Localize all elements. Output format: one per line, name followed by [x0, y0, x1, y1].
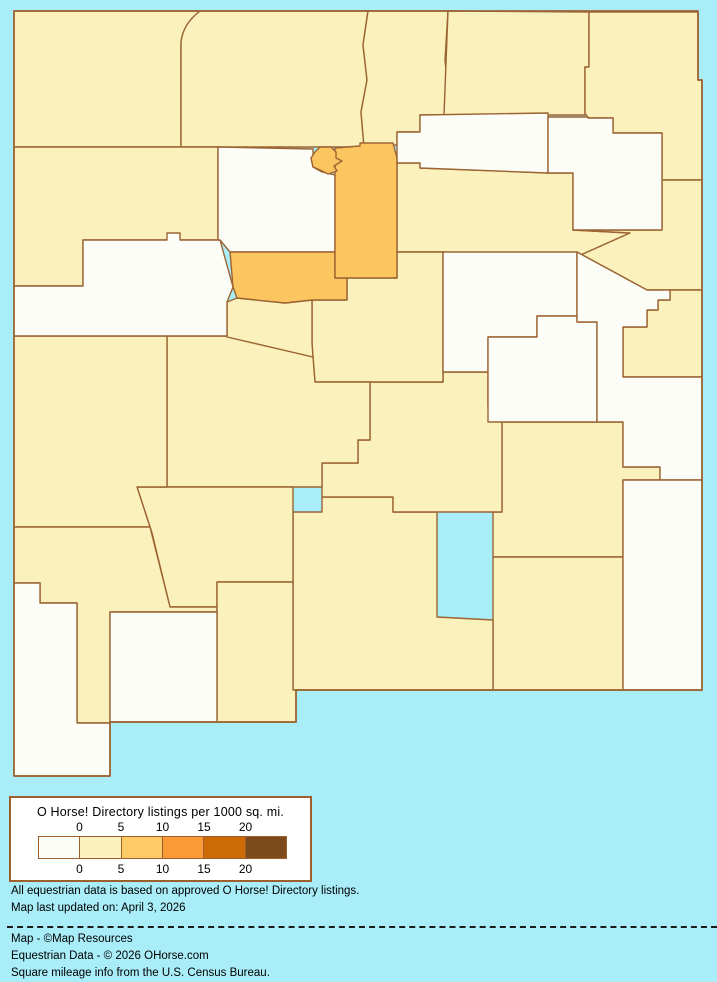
legend-tick: 15 — [197, 820, 211, 834]
legend-tick: 0 — [76, 862, 83, 876]
legend-tick: 10 — [155, 862, 170, 876]
legend-tick: 20 — [238, 862, 253, 876]
legend-title: O Horse! Directory listings per 1000 sq.… — [36, 805, 285, 819]
county-mora[interactable] — [396, 112, 549, 174]
legend-tick: 0 — [76, 820, 83, 834]
legend-ticks-top: 0 5 10 15 20 — [38, 819, 287, 834]
county-santa-fe[interactable] — [334, 142, 398, 279]
county-rio-arriba[interactable] — [180, 10, 369, 148]
data-disclaimer-note: All equestrian data is based on approved… — [11, 885, 360, 897]
legend-tick: 15 — [197, 862, 211, 876]
map-credit: Map - ©Map Resources — [11, 933, 133, 945]
county-dona-ana[interactable] — [216, 581, 297, 723]
census-credit: Square mileage info from the U.S. Census… — [11, 967, 270, 979]
legend-tick: 5 — [117, 820, 125, 834]
legend-swatch-5 — [80, 837, 122, 858]
county-otero[interactable] — [292, 496, 494, 691]
county-luna[interactable] — [109, 611, 218, 723]
legend-swatch-10 — [121, 837, 163, 858]
county-eddy[interactable] — [492, 556, 624, 691]
county-colfax[interactable] — [443, 10, 590, 116]
legend-tick: 10 — [155, 820, 170, 834]
legend-swatch-20plus — [245, 837, 286, 858]
legend-ticks-bottom: 0 5 10 15 20 — [38, 861, 287, 876]
county-harding[interactable] — [547, 116, 663, 231]
dashed-separator — [7, 926, 717, 928]
legend-color-bar — [38, 836, 287, 859]
last-updated-note: Map last updated on: April 3, 2026 — [11, 902, 186, 914]
legend: O Horse! Directory listings per 1000 sq.… — [9, 796, 312, 882]
legend-swatch-0 — [39, 837, 81, 858]
legend-scale: 0 5 10 15 20 0 5 10 15 20 — [38, 819, 287, 876]
legend-tick: 5 — [117, 862, 125, 876]
legend-tick: 20 — [238, 820, 253, 834]
legend-swatch-20 — [204, 837, 246, 858]
state-outline — [13, 10, 703, 777]
county-san-juan[interactable] — [13, 10, 201, 148]
county-roosevelt[interactable] — [576, 251, 703, 481]
county-lea[interactable] — [622, 479, 703, 691]
data-credit: Equestrian Data - © 2026 OHorse.com — [11, 950, 209, 962]
county-bernalillo[interactable] — [229, 251, 348, 304]
county-los-alamos[interactable] — [310, 146, 343, 175]
legend-swatch-15 — [162, 837, 205, 858]
